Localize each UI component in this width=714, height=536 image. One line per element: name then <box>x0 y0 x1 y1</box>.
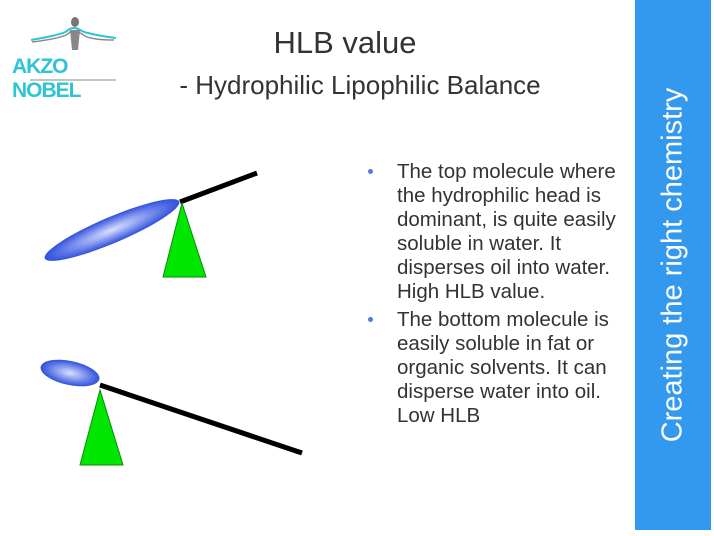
bullet-list: The top molecule where the hydrophilic h… <box>368 160 630 432</box>
slide-title: HLB value <box>273 25 417 60</box>
tagline-sidebar <box>635 0 711 530</box>
hlb-diagram <box>40 170 303 466</box>
bullet-text: The bottom molecule is easily soluble in… <box>397 308 609 427</box>
bottom-hydrophilic-head <box>40 359 100 387</box>
top-molecule <box>44 170 258 278</box>
bottom-fulcrum-icon <box>79 388 124 466</box>
logo-text: AKZO NOBEL <box>12 55 82 102</box>
bullet-icon <box>368 317 373 322</box>
bullet-text: The top molecule where the hydrophilic h… <box>397 160 616 303</box>
akzo-nobel-logo: AKZO NOBEL <box>6 10 136 102</box>
top-hydrophilic-head <box>44 199 180 261</box>
top-tail <box>179 170 258 205</box>
figure-logo-icon <box>30 17 117 81</box>
slide-subtitle: - Hydrophilic Lipophilic Balance <box>179 70 541 100</box>
bullet-icon <box>368 169 373 174</box>
bottom-molecule <box>40 359 303 466</box>
bottom-tail <box>99 382 303 456</box>
bullet-item: The top molecule where the hydrophilic h… <box>368 160 630 304</box>
top-fulcrum-icon <box>162 201 207 278</box>
bullet-item: The bottom molecule is easily soluble in… <box>368 308 630 428</box>
tagline: Creating the right chemistry <box>656 87 689 443</box>
